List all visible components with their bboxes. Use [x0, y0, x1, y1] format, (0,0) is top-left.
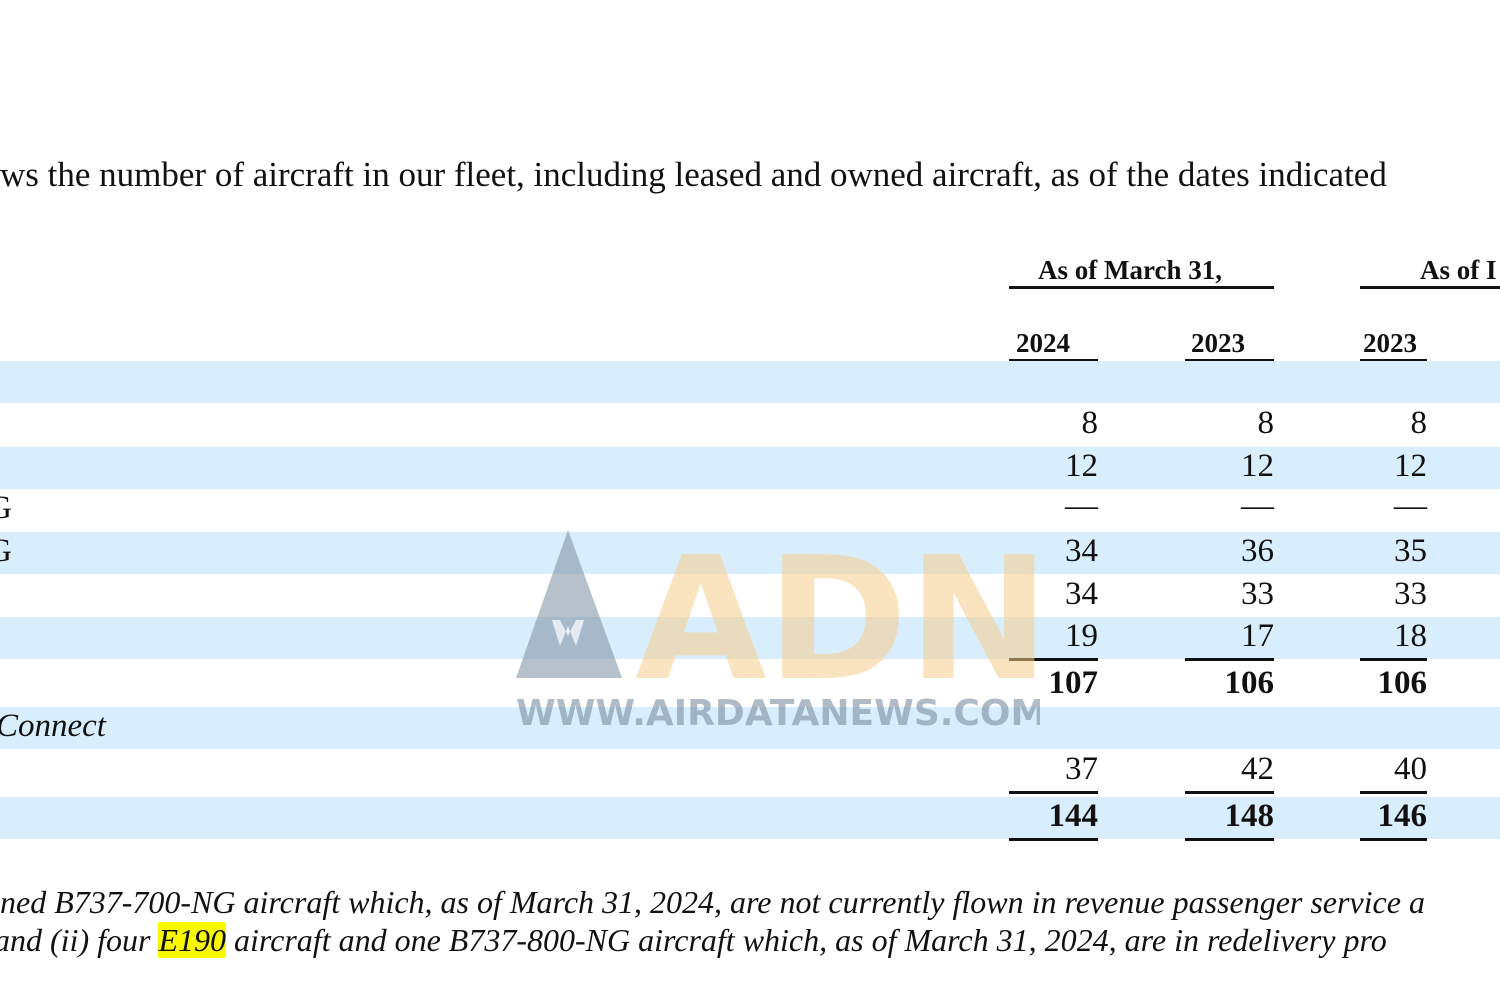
table-cell-r5-c1: 34 [1065, 576, 1098, 612]
table-cell-r6-c3: 18 [1394, 618, 1427, 654]
table-cell-r2-c1: 12 [1065, 448, 1098, 484]
table-cell-r6-c2: 17 [1241, 618, 1274, 654]
year-rule-col2 [1185, 359, 1274, 362]
row-band-2 [0, 447, 1500, 489]
table-cell-r5-c2: 33 [1241, 576, 1274, 612]
year-2023-col3: 2023 [1363, 328, 1417, 358]
total-cell-c2: 148 [1224, 798, 1275, 834]
total-underline-c3 [1360, 838, 1427, 841]
row-band-4 [0, 532, 1500, 574]
header-rule-group2 [1360, 286, 1500, 289]
row-label-4: G [0, 533, 12, 570]
header-as-of-group2: As of I [1420, 255, 1497, 285]
table-cell-r3-c2: — [1241, 488, 1274, 524]
row-label-3: G [0, 490, 12, 527]
subtotal-cell-c1: 107 [1048, 665, 1099, 701]
subtotal-rule-c2 [1185, 658, 1274, 661]
total-rule-c2 [1185, 791, 1274, 794]
table-cell-r3-c3: — [1394, 488, 1427, 524]
total-cell-c1: 144 [1048, 798, 1099, 834]
table-cell-r1-c1: 8 [1081, 405, 1099, 441]
subtotal-rule-c1 [1009, 658, 1098, 661]
table-cell-r1-c2: 8 [1257, 405, 1275, 441]
year-rule-col1 [1009, 359, 1098, 362]
row-label-8: Connect [0, 708, 106, 744]
table-cell-r9-c3: 40 [1394, 751, 1427, 787]
table-cell-r3-c1: — [1065, 488, 1098, 524]
total-cell-c3: 146 [1377, 798, 1428, 834]
table-cell-r4-c3: 35 [1394, 533, 1427, 569]
row-band-10 [0, 797, 1500, 839]
highlighted-e190: E190 [158, 922, 226, 958]
table-cell-r1-c3: 8 [1410, 405, 1428, 441]
row-band-8 [0, 707, 1500, 749]
year-rule-col3 [1360, 359, 1427, 362]
subtotal-cell-c3: 106 [1377, 665, 1428, 701]
footnote-line-2-suffix: aircraft and one B737-800-NG aircraft wh… [225, 922, 1387, 958]
table-cell-r4-c2: 36 [1241, 533, 1274, 569]
total-rule-c1 [1009, 791, 1098, 794]
row-band-6 [0, 617, 1500, 659]
header-rule-group1 [1009, 286, 1274, 289]
table-cell-r5-c3: 33 [1394, 576, 1427, 612]
table-cell-r4-c1: 34 [1065, 533, 1098, 569]
subtotal-rule-c3 [1360, 658, 1427, 661]
footnote-line-2-prefix: and (ii) four [0, 922, 159, 958]
total-underline-c1 [1009, 838, 1098, 841]
table-cell-r9-c1: 37 [1065, 751, 1098, 787]
row-band-0 [0, 361, 1500, 403]
table-cell-r6-c1: 19 [1065, 618, 1098, 654]
intro-paragraph: ws the number of aircraft in our fleet, … [0, 155, 1387, 194]
table-cell-r9-c2: 42 [1241, 751, 1274, 787]
total-rule-c3 [1360, 791, 1427, 794]
year-2023-col2: 2023 [1191, 328, 1245, 358]
year-2024-col1: 2024 [1016, 328, 1070, 358]
header-as-of-march-31: As of March 31, [1038, 255, 1222, 285]
table-cell-r2-c2: 12 [1241, 448, 1274, 484]
table-cell-r2-c3: 12 [1394, 448, 1427, 484]
total-underline-c2 [1185, 838, 1274, 841]
footnote-line-1: ned B737-700-NG aircraft which, as of Ma… [0, 884, 1425, 920]
footnote-line-2: and (ii) four E190 aircraft and one B737… [0, 922, 1387, 959]
subtotal-cell-c2: 106 [1224, 665, 1275, 701]
